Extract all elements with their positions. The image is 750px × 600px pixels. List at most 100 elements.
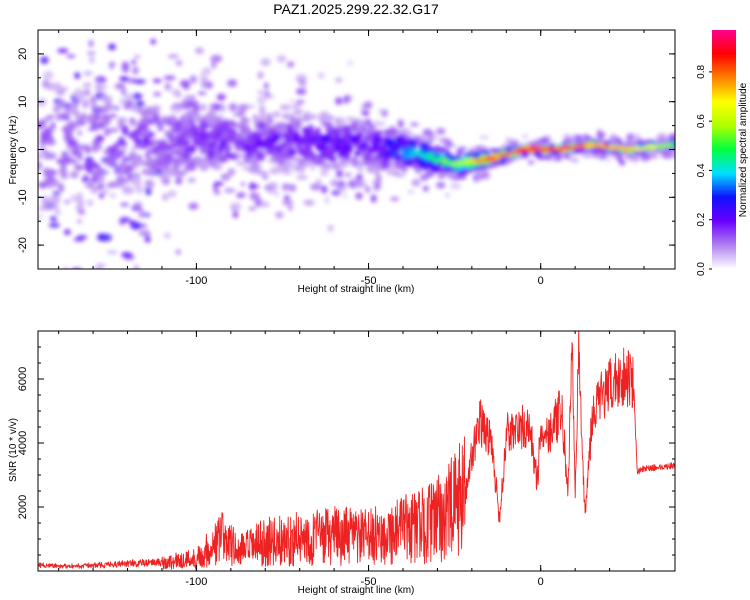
heatmap-cell [411,162,419,169]
heatmap-cell [216,93,226,101]
heatmap-cell [379,157,385,163]
heatmap-cell [422,185,429,192]
heatmap-cell [78,144,87,152]
y-tick-label: 4000 [17,431,29,455]
heatmap-cell [343,95,350,104]
heatmap-cell [119,141,128,147]
heatmap-cell [347,60,354,66]
heatmap-cell [260,201,270,208]
heatmap-cell [474,169,485,175]
x-tick-label: -50 [361,275,377,287]
heatmap-cell [295,116,306,122]
heatmap-cell [164,119,171,124]
y-tick-label: 20 [17,48,29,60]
heatmap-cell [95,263,106,268]
heatmap-cell [221,174,231,180]
heatmap-cell [283,151,290,161]
heatmap-cell [227,79,238,87]
heatmap-cell [301,147,311,158]
heatmap-cell [451,169,460,173]
heatmap-cell [235,134,242,141]
heatmap-cell [229,130,237,137]
spectrogram-heatmap [38,38,675,269]
heatmap-cell [122,126,129,136]
heatmap-cell [38,120,45,130]
x-tick-label: 0 [538,576,544,588]
heatmap-cell [337,128,347,136]
heatmap-cell [93,164,101,170]
heatmap-cell [205,112,216,119]
heatmap-cell [329,181,339,187]
heatmap-cell [74,164,84,171]
y-tick-label: 0 [17,146,29,152]
heatmap-cell [195,157,202,168]
heatmap-cell [361,179,367,189]
heatmap-cell [76,235,88,239]
heatmap-cell [376,146,385,154]
heatmap-cell [75,203,83,212]
heatmap-cell [243,160,253,164]
heatmap-cell [390,196,400,202]
heatmap-cell [48,222,61,228]
heatmap-cell [260,58,271,67]
heatmap-cell [138,209,146,219]
heatmap-cell [133,264,140,269]
heatmap-cell [53,203,59,212]
heatmap-cell [185,139,191,147]
heatmap-cell [360,159,371,166]
heatmap-cell [172,161,181,171]
heatmap-cell [277,156,285,166]
heatmap-cell [295,88,307,95]
heatmap-cell [303,114,310,123]
heatmap-cell [184,146,196,152]
heatmap-cell [232,210,239,219]
heatmap-cell [275,211,284,219]
heatmap-cell [53,105,60,114]
heatmap-cell [266,113,274,117]
heatmap-cell [288,148,298,156]
snr-series-line [38,331,675,570]
heatmap-cell [100,114,111,120]
heatmap-cell [116,117,128,124]
heatmap-cell [121,252,133,258]
colorbar-ticks: 0.0 0.2 0.4 0.6 0.8 [696,64,712,276]
heatmap-cell [282,184,291,192]
heatmap-cell [452,144,458,149]
heatmap-cell [504,147,513,152]
heatmap-cell [170,114,176,123]
heatmap-cell [391,144,399,154]
heatmap-cell [240,181,246,187]
heatmap-cell [131,178,142,187]
heatmap-cell [66,144,77,151]
heatmap-cell [74,72,81,79]
heatmap-cell [180,115,186,122]
heatmap-cell [360,143,367,149]
heatmap-cell [199,162,209,172]
heatmap-cell [407,190,414,194]
heatmap-cell [372,130,380,136]
heatmap-cell [381,109,389,118]
heatmap-cell [372,156,380,163]
heatmap-cell [255,139,264,145]
heatmap-cell [363,118,372,126]
heatmap-cell [550,151,561,155]
heatmap-cell [126,173,134,181]
heatmap-cell [256,150,265,160]
heatmap-cell [102,189,109,194]
figure-title: PAZ1.2025.299.22.32.G17 [273,1,439,17]
heatmap-cell [46,115,55,120]
heatmap-cell [109,193,117,198]
heatmap-cell [479,159,484,164]
heatmap-cell [140,128,148,134]
heatmap-cell [355,192,363,200]
heatmap-cell [228,103,238,112]
heatmap-cell [321,185,328,194]
heatmap-cell [84,162,91,171]
snr-frame [37,330,676,572]
heatmap-cell [95,80,102,91]
heatmap-cell [150,38,156,45]
heatmap-cell [163,144,175,150]
heatmap-cell [334,145,341,153]
heatmap-cell [115,83,126,88]
heatmap-cell [428,138,433,144]
